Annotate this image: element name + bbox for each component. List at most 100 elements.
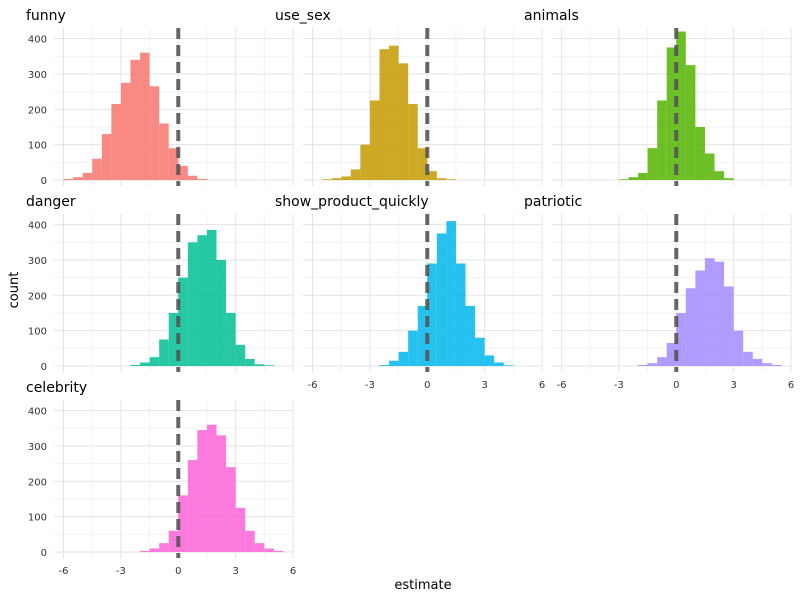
panel-title: funny [26, 8, 66, 24]
histogram-bar [273, 550, 284, 552]
y-tick-label: 400 [28, 221, 47, 232]
y-tick-label: 400 [28, 35, 47, 46]
x-tick-label: -6 [308, 380, 318, 391]
y-tick-label: 100 [28, 141, 47, 152]
histogram-bar [92, 158, 102, 180]
histogram-bar [254, 364, 265, 366]
histogram-bar [676, 31, 686, 181]
histogram-bar [494, 362, 504, 366]
histogram-bar [111, 104, 121, 180]
histogram-bar [63, 178, 74, 180]
x-tick-label: -6 [59, 566, 69, 577]
histogram-bar [762, 363, 772, 366]
y-tick-label: 400 [28, 407, 47, 418]
histogram-bar [695, 270, 705, 366]
histogram-bar [197, 178, 207, 180]
histogram-bar [618, 179, 629, 180]
histogram-bar [628, 177, 639, 180]
y-tick-label: 100 [28, 513, 47, 524]
panel-title: animals [524, 8, 579, 24]
histogram-bar [140, 550, 150, 552]
histogram-bar [178, 495, 188, 552]
histogram-bar [216, 259, 227, 366]
panel-animals: animals [524, 8, 792, 186]
x-tick-label: 3 [232, 566, 238, 577]
histogram-bar [427, 171, 437, 180]
histogram-bar [159, 123, 169, 180]
histogram-bar [168, 530, 179, 552]
histogram-bar [379, 49, 390, 180]
y-tick-label: 200 [28, 291, 47, 302]
histogram-bar [743, 351, 753, 366]
x-tick-label: 0 [175, 566, 181, 577]
histogram-bar [389, 45, 399, 180]
histogram-bar [369, 100, 380, 180]
panel-title: use_sex [275, 8, 331, 24]
histogram-bar [417, 148, 428, 180]
histogram-bar [475, 337, 485, 366]
histogram-bar [417, 305, 428, 366]
panel-celebrity: celebrity 0 100 200 300 400 -6 -3 0 3 6 [26, 380, 296, 577]
y-tick-label: 0 [41, 176, 47, 187]
x-tick-label: 0 [424, 380, 430, 391]
histogram-bar [752, 358, 763, 366]
panel-title: show_product_quickly [275, 194, 429, 210]
histogram-bar [647, 148, 658, 180]
y-tick-label: 0 [41, 362, 47, 373]
histogram-bar [465, 305, 476, 366]
x-tick-label: -3 [614, 380, 624, 391]
histogram-bar [235, 507, 246, 552]
histogram-bar [206, 424, 217, 552]
x-tick-label: 3 [730, 380, 736, 391]
panel-show_product_quickly: show_product_quickly -6 -3 0 3 6 [275, 194, 545, 391]
y-tick-label: 300 [28, 70, 47, 81]
y-tick-label: 300 [28, 256, 47, 267]
x-tick-label: 6 [539, 380, 545, 391]
histogram-bar [140, 52, 150, 180]
panel-patriotic: patriotic -6 -3 0 3 6 [524, 194, 794, 391]
histogram-bar [149, 86, 160, 180]
histogram-bar [360, 144, 370, 180]
y-tick-label: 100 [28, 327, 47, 338]
histogram-bar [714, 261, 725, 366]
histogram-bar [235, 344, 246, 366]
histogram-bar [178, 277, 188, 366]
histogram-bar [350, 169, 361, 180]
histogram-bar [168, 312, 179, 366]
histogram-bar [331, 178, 342, 180]
histogram-bar [130, 364, 141, 366]
histogram-bar [704, 153, 715, 180]
panel-title: danger [26, 194, 76, 210]
histogram-bar [436, 233, 447, 366]
histogram-bar [666, 47, 677, 180]
histogram-bar [226, 312, 236, 366]
histogram-bar [657, 357, 667, 366]
histogram-bar [408, 330, 418, 366]
histogram-bar [245, 530, 255, 552]
histogram-bar [455, 263, 466, 366]
histogram-bar [187, 460, 198, 552]
histogram-bar [657, 100, 667, 180]
histogram-bar [130, 59, 141, 181]
y-tick-label: 200 [28, 105, 47, 116]
histogram-bar [714, 171, 725, 180]
histogram-bar [695, 126, 705, 180]
histogram-bar [187, 175, 198, 180]
histogram-bar [264, 365, 274, 366]
histogram-bar [341, 176, 351, 180]
histogram-bar [724, 178, 734, 180]
x-tick-label: 6 [788, 380, 794, 391]
histogram-bar [264, 548, 274, 552]
histogram-bar [484, 355, 495, 366]
histogram-bar [446, 221, 456, 366]
panel-title: celebrity [26, 380, 87, 396]
x-tick-label: -3 [365, 380, 375, 391]
histogram-bar [197, 235, 207, 366]
histogram-bar [82, 172, 93, 180]
x-tick-label: 6 [290, 566, 296, 577]
histogram-bar [187, 242, 198, 366]
panel-funny: funny 0 100 200 300 400 [26, 8, 294, 187]
histogram-bar [149, 357, 160, 366]
histogram-bar [322, 179, 332, 180]
histogram-bar [398, 63, 409, 180]
